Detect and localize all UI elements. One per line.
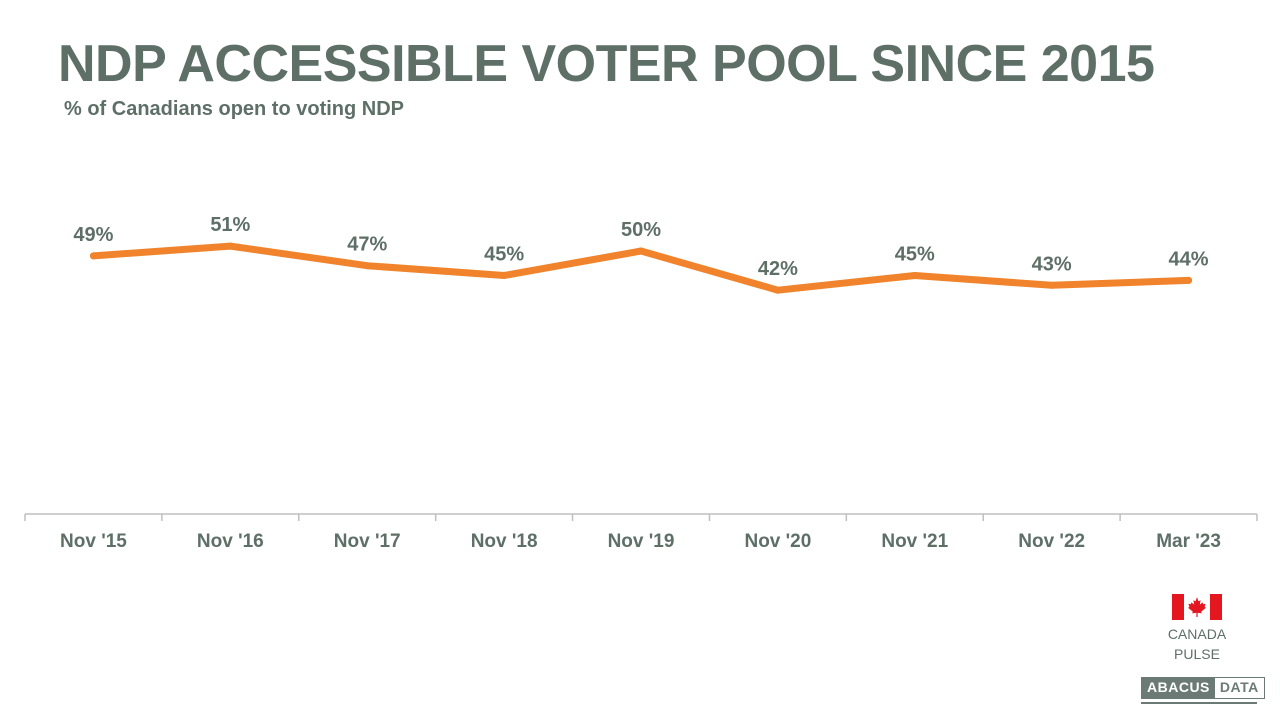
x-tick-label: Nov '18 <box>471 531 538 552</box>
pulse-label-line1: CANADA <box>1167 626 1227 642</box>
x-tick-label: Nov '16 <box>197 531 264 552</box>
data-label: 45% <box>484 244 524 266</box>
canada-flag-icon <box>1172 594 1222 620</box>
logo-data-text: DATA <box>1214 678 1264 698</box>
data-point <box>226 242 234 250</box>
data-label: 50% <box>621 219 661 241</box>
x-tick-label: Nov '20 <box>744 531 811 552</box>
x-tick-label: Nov '15 <box>60 531 127 552</box>
data-label: 51% <box>210 214 250 236</box>
x-axis: Nov '15 Nov '16 Nov '17 Nov '18 Nov '19 Nov '… <box>24 513 1258 552</box>
data-label: 45% <box>895 244 935 266</box>
pulse-label-line2: PULSE <box>1174 646 1220 662</box>
series-line-layer <box>89 242 1193 294</box>
data-point <box>637 247 645 255</box>
x-tick-label: Mar '23 <box>1156 531 1221 552</box>
data-label: 49% <box>73 224 113 246</box>
x-tick-label: Nov '19 <box>608 531 675 552</box>
data-point <box>774 286 782 294</box>
logo-abacus-text: ABACUS <box>1142 678 1215 698</box>
x-tick-label: Nov '22 <box>1018 531 1085 552</box>
chart-title: NDP ACCESSIBLE VOTER POOL SINCE 2015 <box>58 35 1155 93</box>
data-point <box>363 262 371 270</box>
chart-subtitle: % of Canadians open to voting NDP <box>64 98 405 120</box>
data-point <box>500 272 508 279</box>
data-labels: 49% 51% 47% 45% 50% 42% 45% 43% 44% <box>73 214 1208 280</box>
data-point <box>1185 276 1193 284</box>
data-label: 44% <box>1169 248 1209 270</box>
data-point <box>89 252 97 260</box>
abacus-data-logo: ABACUS DATA <box>1141 677 1265 699</box>
x-tick-label: Nov '21 <box>881 531 948 552</box>
data-point <box>1048 281 1056 289</box>
x-tick-label: Nov '17 <box>334 531 401 552</box>
data-label: 43% <box>1032 253 1072 275</box>
logo-underline <box>1141 702 1257 704</box>
data-point <box>911 272 919 279</box>
data-label: 42% <box>758 258 798 280</box>
data-label: 47% <box>347 234 387 256</box>
